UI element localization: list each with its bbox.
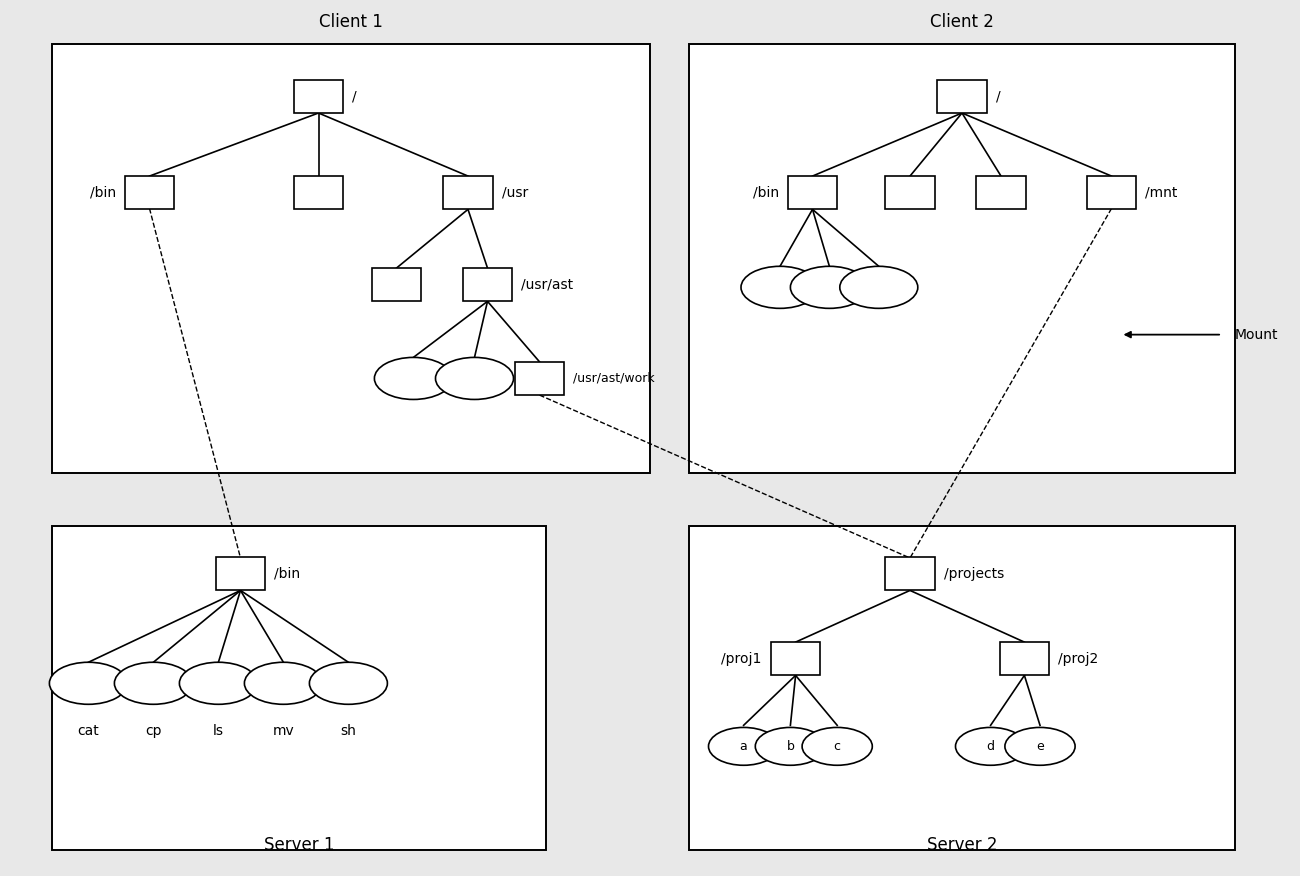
Bar [52, 526, 546, 850]
Ellipse shape [1005, 727, 1075, 766]
Bar [771, 642, 820, 675]
Ellipse shape [374, 357, 452, 399]
Bar [1000, 642, 1049, 675]
Bar [788, 176, 837, 209]
Text: /bin: /bin [753, 186, 779, 200]
Text: d: d [987, 740, 994, 752]
Text: /usr/ast/work: /usr/ast/work [573, 372, 655, 385]
Bar [1087, 176, 1136, 209]
Text: Client 1: Client 1 [318, 12, 384, 31]
Ellipse shape [179, 662, 257, 704]
Bar [216, 557, 265, 590]
Text: ls: ls [213, 724, 224, 738]
Text: /: / [352, 89, 358, 103]
Text: /usr: /usr [502, 186, 528, 200]
Bar [463, 268, 512, 301]
Bar [515, 362, 564, 395]
Ellipse shape [840, 266, 918, 308]
Ellipse shape [114, 662, 192, 704]
Text: /projects: /projects [944, 567, 1004, 581]
Bar [294, 80, 343, 113]
Text: /bin: /bin [90, 186, 116, 200]
Bar [689, 44, 1235, 473]
Text: e: e [1036, 740, 1044, 752]
Ellipse shape [956, 727, 1026, 766]
Text: mv: mv [273, 724, 294, 738]
Ellipse shape [790, 266, 868, 308]
Text: /bin: /bin [274, 567, 300, 581]
Ellipse shape [244, 662, 322, 704]
Text: Mount: Mount [1235, 328, 1278, 342]
Ellipse shape [755, 727, 826, 766]
Text: sh: sh [341, 724, 356, 738]
Ellipse shape [49, 662, 127, 704]
Bar [52, 44, 650, 473]
Text: /proj1: /proj1 [722, 652, 762, 666]
Ellipse shape [741, 266, 819, 308]
Bar [885, 557, 935, 590]
Bar [937, 80, 987, 113]
Bar [689, 526, 1235, 850]
Text: c: c [833, 740, 841, 752]
Ellipse shape [436, 357, 514, 399]
Ellipse shape [802, 727, 872, 766]
Text: Client 2: Client 2 [930, 12, 994, 31]
Text: /mnt: /mnt [1145, 186, 1178, 200]
Text: cat: cat [78, 724, 99, 738]
Bar [443, 176, 493, 209]
Text: /usr/ast: /usr/ast [521, 278, 573, 292]
Text: Server 2: Server 2 [927, 836, 997, 854]
Text: /: / [996, 89, 1001, 103]
Text: b: b [786, 740, 794, 752]
Bar [372, 268, 421, 301]
Text: /proj2: /proj2 [1058, 652, 1098, 666]
Bar [125, 176, 174, 209]
Bar [885, 176, 935, 209]
Bar [976, 176, 1026, 209]
Ellipse shape [309, 662, 387, 704]
Text: cp: cp [146, 724, 161, 738]
Text: a: a [740, 740, 747, 752]
Bar [294, 176, 343, 209]
Text: Server 1: Server 1 [264, 836, 334, 854]
Ellipse shape [708, 727, 779, 766]
